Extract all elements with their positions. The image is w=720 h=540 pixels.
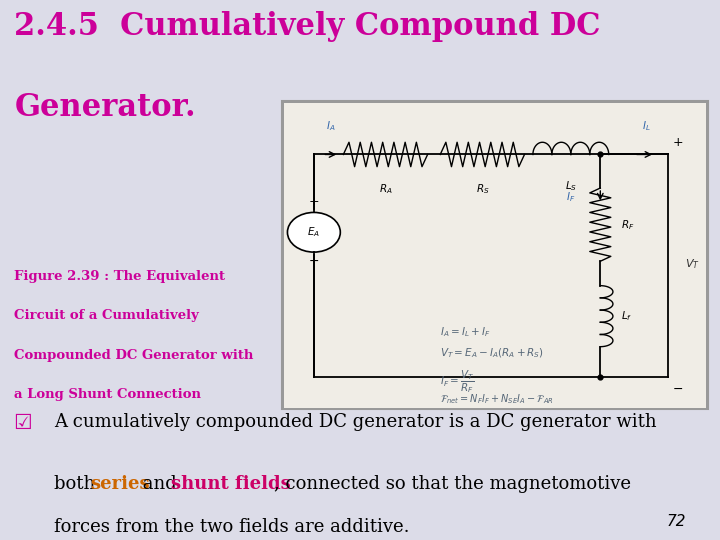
Text: series: series xyxy=(90,475,150,493)
Text: $L_f$: $L_f$ xyxy=(621,309,633,323)
Text: a Long Shunt Connection: a Long Shunt Connection xyxy=(14,388,202,401)
Text: $V_T$: $V_T$ xyxy=(685,258,699,271)
Text: +: + xyxy=(309,195,319,208)
Text: $I_A$: $I_A$ xyxy=(326,119,336,133)
Text: $I_F$: $I_F$ xyxy=(566,190,575,204)
Text: forces from the two fields are additive.: forces from the two fields are additive. xyxy=(54,518,410,536)
Text: −: − xyxy=(673,383,683,396)
Text: ☑: ☑ xyxy=(13,413,32,433)
Circle shape xyxy=(287,212,341,252)
Text: shunt fields: shunt fields xyxy=(171,475,291,493)
Text: $R_S$: $R_S$ xyxy=(476,182,489,195)
Text: and: and xyxy=(137,475,182,493)
Text: Generator.: Generator. xyxy=(14,92,196,123)
Text: Circuit of a Cumulatively: Circuit of a Cumulatively xyxy=(14,309,199,322)
Text: −: − xyxy=(309,255,319,268)
Text: $E_A$: $E_A$ xyxy=(307,225,320,239)
Text: 72: 72 xyxy=(667,514,687,529)
Text: $I_L$: $I_L$ xyxy=(642,119,651,133)
Text: A cumulatively compounded DC generator is a DC generator with: A cumulatively compounded DC generator i… xyxy=(54,413,657,431)
Text: $R_A$: $R_A$ xyxy=(379,182,392,195)
FancyBboxPatch shape xyxy=(284,103,706,408)
Text: $V_T = E_A - I_A(R_A + R_S)$: $V_T = E_A - I_A(R_A + R_S)$ xyxy=(440,347,544,360)
Text: Figure 2.39 : The Equivalent: Figure 2.39 : The Equivalent xyxy=(14,270,225,283)
Text: $\mathcal{F}_{net} = N_F I_F + N_{SE} I_A - \mathcal{F}_{AR}$: $\mathcal{F}_{net} = N_F I_F + N_{SE} I_… xyxy=(440,393,554,406)
Text: +: + xyxy=(673,136,683,148)
Text: $I_F = \dfrac{V_T}{R_F}$: $I_F = \dfrac{V_T}{R_F}$ xyxy=(440,368,474,395)
Text: 2.4.5  Cumulatively Compound DC: 2.4.5 Cumulatively Compound DC xyxy=(14,11,601,42)
Text: , connected so that the magnetomotive: , connected so that the magnetomotive xyxy=(274,475,631,493)
Text: $I_A = I_L + I_F$: $I_A = I_L + I_F$ xyxy=(440,325,491,339)
Text: $R_F$: $R_F$ xyxy=(621,218,635,232)
Text: Compounded DC Generator with: Compounded DC Generator with xyxy=(14,349,253,362)
Text: $L_S$: $L_S$ xyxy=(564,179,577,193)
FancyBboxPatch shape xyxy=(282,101,708,409)
Text: both: both xyxy=(54,475,101,493)
